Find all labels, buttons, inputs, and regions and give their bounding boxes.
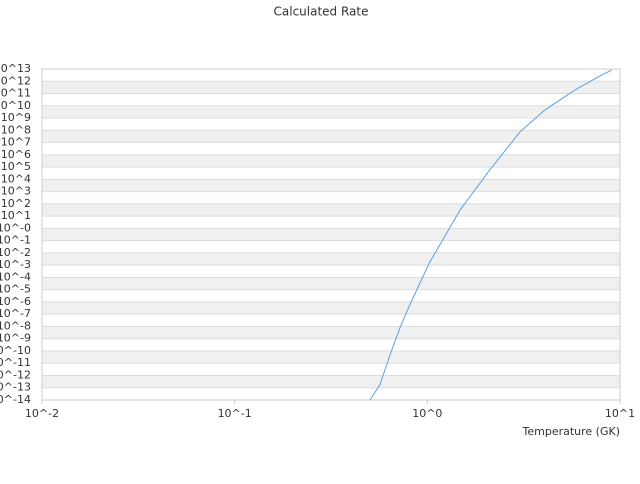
grid-band [42, 142, 620, 155]
y-tick-label: 10^-7 [0, 307, 31, 320]
grid-band [42, 191, 620, 204]
y-tick-label: 10^7 [1, 136, 31, 149]
grid-band [42, 179, 620, 192]
y-tick-label: 10^-14 [0, 393, 31, 406]
grid-band [42, 301, 620, 315]
grid-band [42, 240, 620, 253]
grid-band [42, 69, 620, 82]
grid-band [42, 265, 620, 278]
grid-band [42, 289, 620, 302]
grid-band [42, 167, 620, 180]
y-tick-label: 10^-6 [0, 295, 31, 308]
y-tick-label: 10^-9 [0, 332, 31, 345]
y-tick-label: 10^11 [0, 87, 31, 100]
grid-band [42, 387, 620, 400]
x-axis-label: Temperature (GK) [522, 425, 621, 438]
grid-band [42, 105, 620, 119]
grid-band [42, 277, 620, 290]
x-tick-label: 10^-1 [218, 407, 252, 420]
y-tick-label: 10^2 [1, 197, 31, 210]
y-tick-label: 10^10 [0, 99, 31, 112]
x-tick-label: 10^0 [412, 407, 442, 420]
y-tick-label: 10^13 [0, 62, 31, 75]
series-line [369, 69, 613, 401]
y-tick-label: 10^-2 [0, 246, 31, 259]
grid-band [42, 375, 620, 388]
x-tick-label: 10^-2 [25, 407, 59, 420]
grid-band [42, 228, 620, 241]
y-tick-label: 10^-0 [0, 221, 31, 234]
y-tick-label: 10^-13 [0, 381, 31, 394]
grid-band [42, 326, 620, 339]
y-tick-label: 10^9 [1, 111, 31, 124]
y-tick-label: 10^6 [1, 148, 31, 161]
y-tick-label: 10^-3 [0, 258, 31, 271]
y-tick-label: 10^3 [1, 185, 31, 198]
grid-band [42, 93, 620, 106]
grid-band [42, 154, 620, 168]
grid-band [42, 203, 620, 217]
grid-band [42, 81, 620, 94]
grid-band [42, 252, 620, 266]
y-tick-label: 10^-8 [0, 319, 31, 332]
grid-band [42, 350, 620, 364]
y-tick-label: 10^-4 [0, 270, 31, 283]
chart-title: Calculated Rate [274, 5, 369, 19]
grid-band [42, 314, 620, 327]
grid-band [42, 338, 620, 351]
grid-band [42, 363, 620, 376]
y-tick-label: 10^-11 [0, 356, 31, 369]
y-tick-label: 10^1 [1, 209, 31, 222]
y-tick-label: 10^-5 [0, 283, 31, 296]
grid-band [42, 130, 620, 143]
y-tick-label: 10^-10 [0, 344, 31, 357]
y-tick-label: 10^-1 [0, 234, 31, 247]
y-tick-label: 10^-12 [0, 368, 31, 381]
x-tick-label: 10^1 [605, 407, 635, 420]
y-tick-label: 10^12 [0, 74, 31, 87]
y-tick-label: 10^8 [1, 123, 31, 136]
grid-band [42, 118, 620, 131]
y-tick-label: 10^4 [1, 172, 31, 185]
plot-border [41, 68, 621, 401]
grid-band [42, 216, 620, 229]
y-tick-label: 10^5 [1, 160, 31, 173]
